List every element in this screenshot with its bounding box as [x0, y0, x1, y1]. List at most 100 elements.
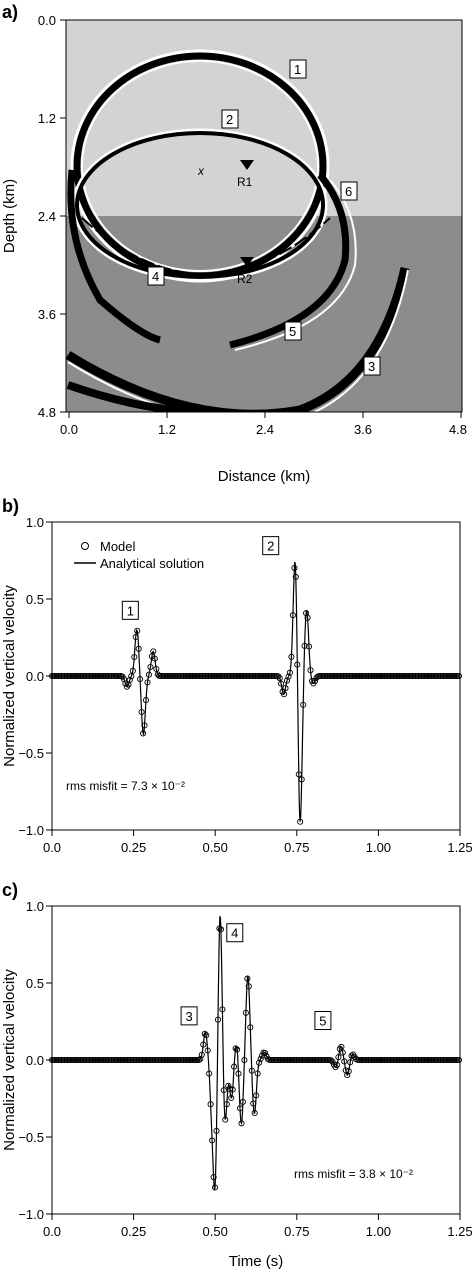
a-ylabel: Depth (km): [1, 179, 18, 253]
svg-text:3: 3: [368, 359, 375, 374]
c-model-point: [338, 1043, 345, 1050]
c-model-point: [226, 1085, 233, 1092]
b-model-point: [129, 667, 136, 674]
svg-text:4: 4: [152, 269, 159, 284]
b-event-label: 2: [267, 539, 274, 554]
a-ytick-3: 3.6: [38, 307, 56, 322]
b-ytick-label: −1.0: [18, 823, 44, 838]
c-event-label-box: [314, 1011, 332, 1030]
c-model-point: [328, 1057, 335, 1064]
b-xtick-label: 0.25: [121, 840, 146, 855]
c-model-point: [347, 1059, 354, 1066]
c-event-label: 5: [319, 1014, 326, 1029]
c-model-point: [257, 1055, 264, 1062]
b-model-point: [140, 730, 147, 737]
b-model-point: [297, 818, 304, 825]
panel-a-label: a): [2, 2, 18, 22]
panel-a-model: [66, 20, 462, 412]
b-model-point: [304, 614, 311, 621]
panel-c-label: c): [2, 880, 18, 900]
c-model-point: [222, 1116, 229, 1123]
wave-label-6: 6: [340, 181, 358, 201]
b-model-point: [281, 691, 288, 698]
c-model-point: [235, 1070, 242, 1077]
b-model-point: [122, 680, 129, 687]
c-model-point: [201, 1030, 208, 1037]
c-ytick-label: 1.0: [26, 899, 44, 914]
b-model-point: [291, 564, 298, 572]
c-event-label-box: [226, 923, 244, 943]
c-model-point: [203, 1032, 210, 1039]
c-model-point: [261, 1049, 269, 1056]
panel-b-label: b): [2, 496, 19, 516]
wave-label-1: 1: [289, 59, 307, 79]
b-event-label-box: [121, 600, 139, 620]
b-model-point: [145, 671, 152, 678]
source-marker: x: [197, 164, 205, 178]
b-model-point: [276, 675, 283, 682]
c-model-point: [204, 1047, 211, 1054]
a-ytick-1: 1.2: [38, 111, 56, 126]
b-model-point: [311, 678, 318, 685]
c-ylabel: Normalized vertical velocity: [1, 969, 18, 1151]
c-model-point: [250, 1100, 257, 1107]
c-model-point: [198, 1051, 205, 1058]
c-xtick-label: 1.25: [447, 1224, 472, 1239]
c-model-point: [241, 1057, 248, 1064]
b-model-point: [283, 677, 291, 684]
wave-label-2: 2: [221, 109, 239, 129]
receiver-r2-label: R2: [237, 272, 253, 286]
c-model-point: [254, 1070, 261, 1077]
panel-a-x-ticks: 0.0 1.2 2.4 3.6 4.8: [60, 412, 467, 437]
c-model-point: [238, 1120, 245, 1127]
wavefront-1-inner: [81, 60, 319, 272]
wavefront-2: [75, 131, 325, 279]
a-xtick-1: 1.2: [158, 422, 176, 437]
a-xtick-4: 4.8: [449, 422, 467, 437]
b-model-point: [292, 573, 299, 580]
c-event-label: 3: [185, 1009, 192, 1024]
b-model-point: [298, 776, 305, 783]
b-xtick-label: 0.75: [284, 840, 309, 855]
panel-c-ticks: 0.0 0.25 0.50 0.75 1.00 1.25 1.0 0.5 0.0 −0.5 −1.0: [18, 899, 472, 1239]
c-model-point: [335, 1054, 342, 1061]
c-model-point: [339, 1049, 346, 1056]
b-event-label: 1: [127, 603, 134, 618]
c-xlabel: Time (s): [229, 1253, 283, 1270]
legend-model: Model: [100, 539, 136, 554]
c-model-point: [264, 1055, 271, 1062]
wavefront-3-edge: [67, 269, 409, 412]
c-model-point: [251, 1109, 258, 1117]
b-xtick-label: 1.25: [447, 840, 472, 855]
c-event-labels: 3 4 5: [180, 923, 332, 1030]
b-ytick-label: −0.5: [18, 746, 44, 761]
b-model-series: [48, 564, 462, 825]
c-model-point: [213, 1127, 220, 1134]
b-rms-annotation: rms misfit = 7.3 × 10⁻²: [66, 779, 185, 793]
c-model-point: [219, 1006, 226, 1013]
svg-text:1: 1: [294, 62, 301, 77]
c-model-point: [333, 1061, 340, 1068]
c-model-point: [223, 1101, 230, 1108]
b-model-point: [278, 680, 285, 687]
b-model-point: [285, 673, 292, 680]
c-model-point: [242, 1009, 249, 1016]
svg-text:5: 5: [289, 324, 296, 339]
c-model-point: [232, 1045, 239, 1052]
c-xtick-label: 0.50: [203, 1224, 228, 1239]
c-model-point: [195, 1056, 202, 1063]
c-model-point: [348, 1052, 355, 1059]
c-model-point: [236, 1105, 244, 1112]
c-xtick-label: 0.0: [43, 1224, 61, 1239]
panel-c: c) 0.0 0.25 0.50 0.75 1.00 1.25 1.0 0.5 0.0 −0.5 −…: [1, 880, 473, 1270]
b-model-point: [144, 679, 151, 686]
a-xtick-2: 2.4: [256, 422, 274, 437]
b-model-point: [142, 697, 150, 704]
c-model-point: [200, 1041, 207, 1048]
panel-a: a) x R1 R2 1: [1, 2, 467, 485]
wave-label-3: 3: [363, 356, 381, 376]
b-model-point: [305, 643, 313, 650]
c-model-series: [48, 925, 462, 1191]
b-ytick-label: 0.0: [26, 669, 44, 684]
b-xtick-label: 0.50: [203, 840, 228, 855]
